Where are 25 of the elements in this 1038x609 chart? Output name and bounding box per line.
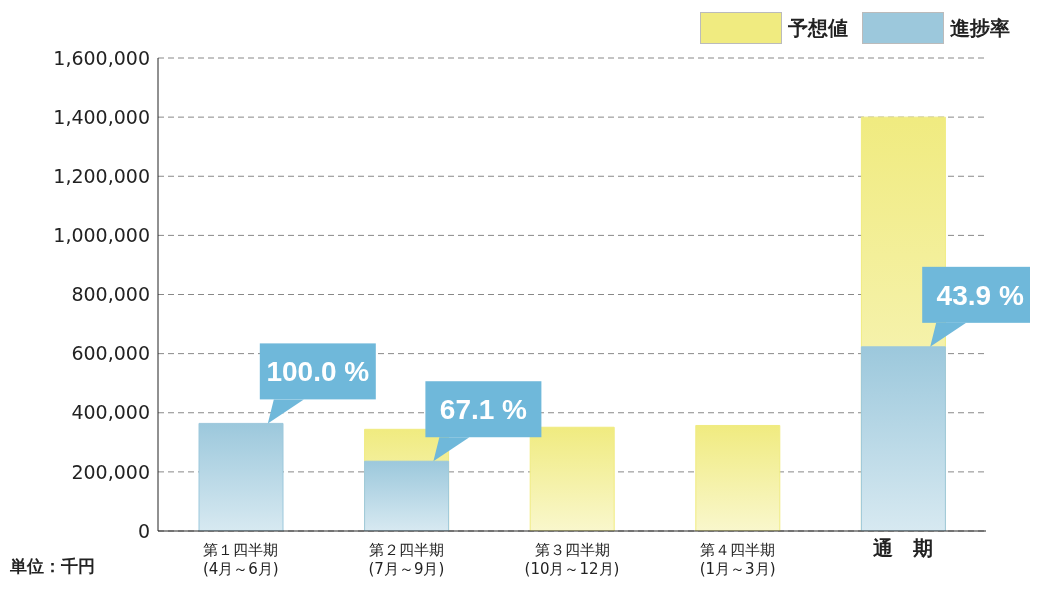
annotation: 67.1 % — [439, 394, 528, 426]
y-tick-label: 1,600,000 — [53, 46, 150, 69]
legend-label: 進捗率 — [950, 14, 1010, 42]
x-tick-label: 第３四半期 (10月～12月) — [524, 541, 620, 578]
y-tick-label: 800,000 — [71, 283, 150, 306]
y-tick-label: 1,200,000 — [53, 164, 150, 187]
y-tick-label: 600,000 — [71, 342, 150, 365]
x-tick-label: 第２四半期 (7月～9月) — [368, 541, 445, 578]
y-tick-label: 200,000 — [71, 460, 150, 483]
bar — [860, 346, 946, 531]
bar — [529, 426, 615, 531]
y-tick-label: 1,400,000 — [53, 105, 150, 128]
y-tick-label: 400,000 — [71, 401, 150, 424]
y-tick-label: 0 — [137, 519, 150, 542]
x-tick-label: 第１四半期 (4月～6月) — [202, 541, 279, 578]
y-tick-label: 1,000,000 — [53, 224, 150, 247]
legend-label: 予想値 — [788, 14, 848, 42]
annotation: 100.0 % — [266, 356, 370, 388]
bar — [198, 422, 284, 531]
x-tick-label: 通 期 — [872, 536, 934, 560]
bar — [364, 460, 450, 531]
annotation: 43.9 % — [936, 279, 1024, 311]
bar — [695, 424, 781, 531]
text: 単位：千円 — [10, 555, 95, 578]
x-tick-label: 第４四半期 (1月～3月) — [699, 541, 776, 578]
